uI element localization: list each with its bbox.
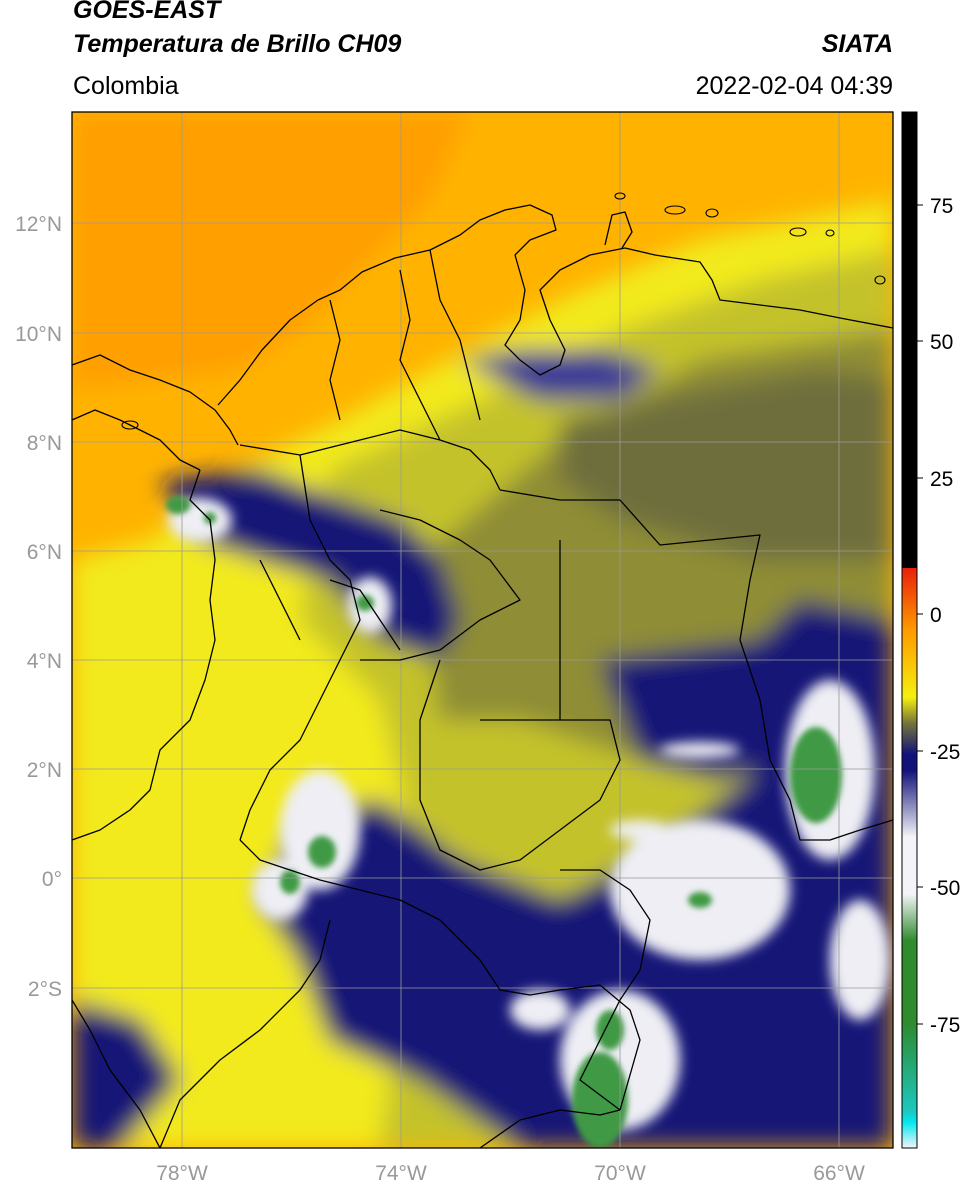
colorbar-tick-minus25: -25 — [930, 741, 960, 764]
lon-tick-78w: 78°W — [156, 1162, 208, 1185]
lat-tick-10n: 10°N — [15, 323, 62, 346]
lat-tick-2n: 2°N — [27, 759, 62, 782]
latitude-labels: 12°N 10°N 8°N 6°N 4°N 2°N 0° 2°S — [15, 213, 62, 1001]
brightness-temperature-field — [72, 112, 893, 1148]
map-frame — [71, 111, 894, 1149]
lat-tick-2s: 2°S — [28, 978, 62, 1001]
colorbar: 75 50 25 0 -25 -50 -75 — [901, 111, 960, 1149]
longitude-labels: 78°W 74°W 70°W 66°W — [156, 1162, 865, 1185]
lon-tick-66w: 66°W — [813, 1162, 865, 1185]
colorbar-tick-75: 75 — [930, 195, 953, 218]
lon-tick-74w: 74°W — [375, 1162, 427, 1185]
datetime-label: 2022-02-04 04:39 — [695, 72, 893, 100]
agency-label: SIATA — [821, 30, 893, 58]
colorbar-gradient — [901, 111, 918, 1149]
lon-tick-70w: 70°W — [594, 1162, 646, 1185]
colorbar-tick-minus75: -75 — [930, 1014, 960, 1037]
colorbar-tick-25: 25 — [930, 468, 953, 491]
lat-tick-8n: 8°N — [27, 432, 62, 455]
satellite-title: GOES-EAST — [73, 0, 221, 24]
colorbar-tick-minus50: -50 — [930, 877, 960, 900]
lat-tick-4n: 4°N — [27, 650, 62, 673]
graticule — [72, 112, 893, 1148]
product-title: Temperatura de Brillo CH09 — [73, 30, 402, 58]
colorbar-tick-50: 50 — [930, 331, 953, 354]
region-label: Colombia — [73, 72, 179, 100]
lat-tick-12n: 12°N — [15, 213, 62, 236]
islands — [121, 192, 886, 430]
lat-tick-6n: 6°N — [27, 541, 62, 564]
lat-tick-0: 0° — [42, 868, 62, 891]
country-borders — [72, 204, 893, 1148]
colorbar-tick-0: 0 — [930, 604, 942, 627]
